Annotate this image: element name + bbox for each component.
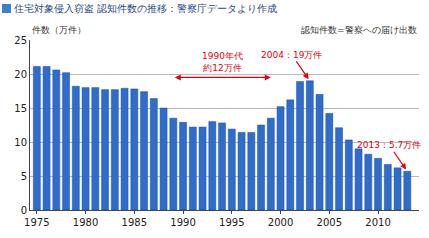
svg-text:1995: 1995 (219, 217, 244, 228)
svg-text:1990: 1990 (170, 217, 195, 228)
svg-text:2004：19万件: 2004：19万件 (261, 50, 322, 60)
svg-text:2013：5.7万件: 2013：5.7万件 (357, 140, 421, 150)
html-text:住宅対象侵入窃盗 認知件数の推移：警察庁データより作成: 住宅対象侵入窃盗 認知件数の推移：警察庁データより作成 (14, 3, 278, 14)
svg-text:2010: 2010 (365, 217, 390, 228)
svg-text:1975: 1975 (24, 217, 49, 228)
svg-text:1985: 1985 (122, 217, 147, 228)
svg-text:15: 15 (14, 103, 27, 114)
svg-text:25: 25 (14, 35, 27, 46)
svg-text:2000: 2000 (268, 217, 293, 228)
svg-text:0: 0 (21, 205, 27, 216)
svg-text:20: 20 (14, 69, 27, 80)
svg-text:1980: 1980 (73, 217, 98, 228)
svg-text:件数（万件）: 件数（万件） (32, 25, 86, 35)
svg-text:5: 5 (21, 171, 27, 182)
svg-text:1990年代約12万件: 1990年代約12万件 (202, 51, 243, 73)
svg-text:2005: 2005 (317, 217, 342, 228)
svg-text:10: 10 (14, 137, 27, 148)
svg-text:認知件数=警察への届け出数: 認知件数=警察への届け出数 (301, 25, 417, 35)
